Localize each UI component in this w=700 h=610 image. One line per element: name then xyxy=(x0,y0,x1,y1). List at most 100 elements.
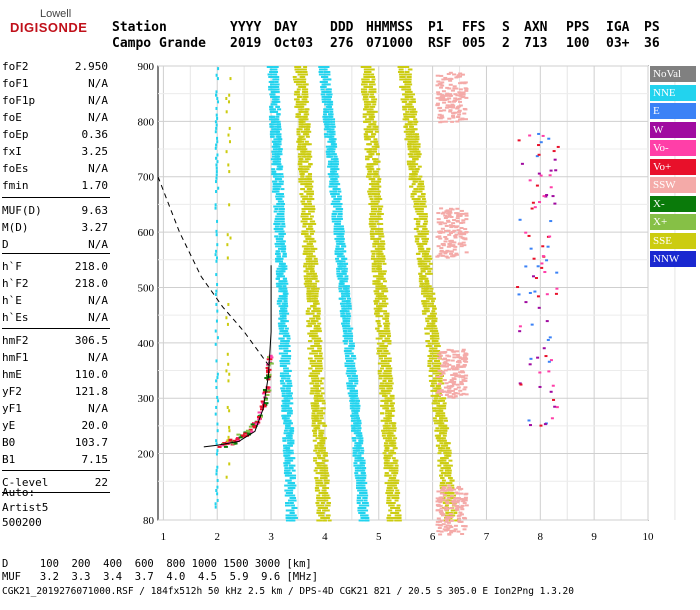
echo-nne xyxy=(325,96,329,98)
echo-sse xyxy=(435,333,439,335)
echo-ssw xyxy=(446,209,450,211)
echo-nne xyxy=(339,250,343,252)
echo-ssw xyxy=(439,247,443,249)
echo-sse xyxy=(316,390,320,392)
echo-nne xyxy=(274,191,278,193)
echo-nne xyxy=(341,245,345,247)
echo-sse xyxy=(315,338,319,340)
echo-nne xyxy=(346,320,350,322)
echo-sse xyxy=(301,196,305,198)
echo-sse xyxy=(307,285,311,287)
echo-sse xyxy=(389,502,393,504)
echo-ssw xyxy=(439,223,443,225)
echo-sse xyxy=(379,385,383,387)
echo-nne xyxy=(324,116,328,118)
echo-sse xyxy=(397,504,401,506)
echo-nne xyxy=(343,320,347,322)
y-tick-label: 600 xyxy=(138,227,155,239)
echo-nne xyxy=(285,355,289,357)
echo-sse xyxy=(306,268,310,270)
echo-sse xyxy=(314,395,318,397)
echo-nne xyxy=(340,283,344,285)
echo-nne xyxy=(364,509,368,511)
echo-sse xyxy=(311,372,315,374)
echo-sse xyxy=(385,445,389,447)
echo-nne xyxy=(279,295,283,297)
echo-sse xyxy=(388,452,392,454)
echo-nne xyxy=(293,500,297,502)
echo-ssw xyxy=(456,106,460,108)
echo-sse xyxy=(301,173,305,175)
echo-sse xyxy=(415,238,419,240)
echo-sse xyxy=(317,328,321,330)
echo-nne xyxy=(331,123,335,125)
echo-sse xyxy=(429,370,433,372)
echo-nne xyxy=(285,504,289,506)
echo-sse xyxy=(374,215,378,217)
echo-sse xyxy=(406,133,410,135)
x-tick-label: 4 xyxy=(322,531,328,543)
echo-sse xyxy=(314,343,318,345)
echo-sse xyxy=(442,467,446,469)
echo-ssw xyxy=(453,235,457,237)
echo-sse xyxy=(381,240,385,242)
echo-nne xyxy=(275,106,279,108)
echo-nne xyxy=(335,161,339,163)
echo-sse xyxy=(418,166,422,168)
echo-sse xyxy=(309,211,313,213)
echo-sse xyxy=(372,213,376,215)
echo-sse xyxy=(404,116,408,118)
echo-nne xyxy=(343,305,347,307)
echo-nne xyxy=(275,218,279,220)
echo-sse xyxy=(319,353,323,355)
echo-sse xyxy=(370,153,374,155)
echo-nne xyxy=(360,512,364,514)
echo-sse xyxy=(397,517,401,519)
echo-nne xyxy=(319,73,323,75)
echo-sse xyxy=(387,340,391,342)
echo-nne xyxy=(273,123,277,125)
echo-sse xyxy=(315,382,319,384)
echo-sse xyxy=(383,452,387,454)
echo-sse xyxy=(305,113,309,115)
echo-sse xyxy=(323,519,327,521)
echo-sse xyxy=(300,201,304,203)
echo-sse xyxy=(369,148,373,150)
echo-nne xyxy=(332,213,336,215)
echo-sse xyxy=(374,183,378,185)
echo-nne xyxy=(269,66,273,68)
echo-nne xyxy=(286,377,290,379)
echo-sse xyxy=(433,387,437,389)
echo-nne xyxy=(279,208,283,210)
echo-nne xyxy=(291,487,295,489)
echo-ssw xyxy=(452,219,456,221)
echo-nne xyxy=(356,410,360,412)
echo-sse xyxy=(374,203,378,205)
echo-sse xyxy=(404,73,408,75)
echo-ssw xyxy=(462,242,466,244)
echo-sse xyxy=(314,470,318,472)
echo-nne xyxy=(273,66,277,68)
echo-nne xyxy=(281,305,285,307)
echo-sse xyxy=(301,220,305,222)
echo-sse xyxy=(303,161,307,163)
echo-nne xyxy=(329,93,333,95)
echo-sse xyxy=(365,158,369,160)
echo-nne xyxy=(272,83,276,85)
echo-sse xyxy=(404,93,408,95)
echo-nne xyxy=(344,263,348,265)
echo-nne xyxy=(278,198,282,200)
echo-sse xyxy=(374,238,378,240)
echo-sse xyxy=(431,300,435,302)
echo-nne xyxy=(353,450,357,452)
echo-nne xyxy=(355,457,359,459)
echo-sse xyxy=(379,377,383,379)
echo-sse xyxy=(317,318,321,320)
echo-ssw xyxy=(464,213,468,215)
echo-sse xyxy=(379,338,383,340)
echo-sse xyxy=(317,455,321,457)
echo-sse xyxy=(383,425,387,427)
echo-sse xyxy=(421,238,425,240)
echo-sse xyxy=(369,223,373,225)
echo-nne xyxy=(282,268,286,270)
